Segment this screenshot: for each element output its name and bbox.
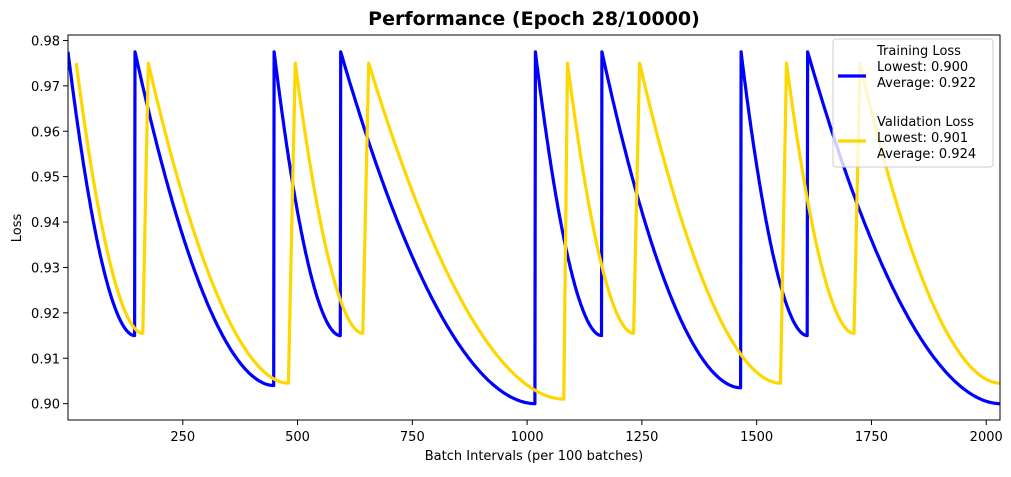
y-tick-label-7: 0.97 bbox=[31, 80, 60, 95]
y-tick-label-5: 0.95 bbox=[31, 171, 60, 186]
legend-validation-average: Average: 0.924 bbox=[877, 147, 976, 162]
legend-training-average: Average: 0.922 bbox=[877, 76, 976, 91]
y-axis: 0.90 0.91 0.92 0.93 0.94 0.95 0.96 0.97 0.98 bbox=[31, 34, 68, 413]
series-line-validation-loss bbox=[74, 61, 1000, 401]
y-axis-label: Loss bbox=[10, 214, 25, 243]
x-tick-label-1750: 1750 bbox=[855, 430, 888, 445]
chart-title: Performance (Epoch 28/10000) bbox=[368, 8, 700, 30]
x-tick-label-1250: 1250 bbox=[625, 430, 658, 445]
y-tick-label-1: 0.91 bbox=[31, 352, 60, 367]
x-tick-label-500: 500 bbox=[285, 430, 310, 445]
y-tick-label-2: 0.92 bbox=[31, 307, 60, 322]
y-tick-label-4: 0.94 bbox=[31, 216, 60, 231]
y-tick-label-0: 0.90 bbox=[31, 398, 60, 413]
legend: Training Loss Lowest: 0.900 Average: 0.9… bbox=[832, 38, 994, 168]
series-line-training-loss bbox=[68, 50, 1000, 406]
x-tick-label-2000: 2000 bbox=[970, 430, 1003, 445]
x-axis-label: Batch Intervals (per 100 batches) bbox=[425, 449, 643, 464]
x-tick-label-1000: 1000 bbox=[511, 430, 544, 445]
x-tick-label-250: 250 bbox=[170, 430, 195, 445]
legend-validation-name: Validation Loss bbox=[877, 115, 974, 130]
y-tick-label-8: 0.98 bbox=[31, 34, 60, 49]
legend-training-name: Training Loss bbox=[876, 44, 961, 59]
x-axis: 250 500 750 1000 1250 1500 1750 2000 bbox=[170, 420, 1003, 445]
plot-lines bbox=[68, 50, 1000, 406]
x-tick-label-1500: 1500 bbox=[740, 430, 773, 445]
legend-entry-validation: Validation Loss Lowest: 0.901 Average: 0… bbox=[877, 115, 978, 162]
x-tick-label-750: 750 bbox=[400, 430, 425, 445]
legend-validation-lowest: Lowest: 0.901 bbox=[877, 131, 968, 146]
legend-box bbox=[832, 38, 994, 168]
y-tick-label-6: 0.96 bbox=[31, 125, 60, 140]
legend-entry-training: Training Loss Lowest: 0.900 Average: 0.9… bbox=[876, 44, 976, 91]
legend-training-lowest: Lowest: 0.900 bbox=[877, 60, 968, 75]
y-tick-label-3: 0.93 bbox=[31, 261, 60, 276]
plot-frame bbox=[67, 34, 1001, 421]
